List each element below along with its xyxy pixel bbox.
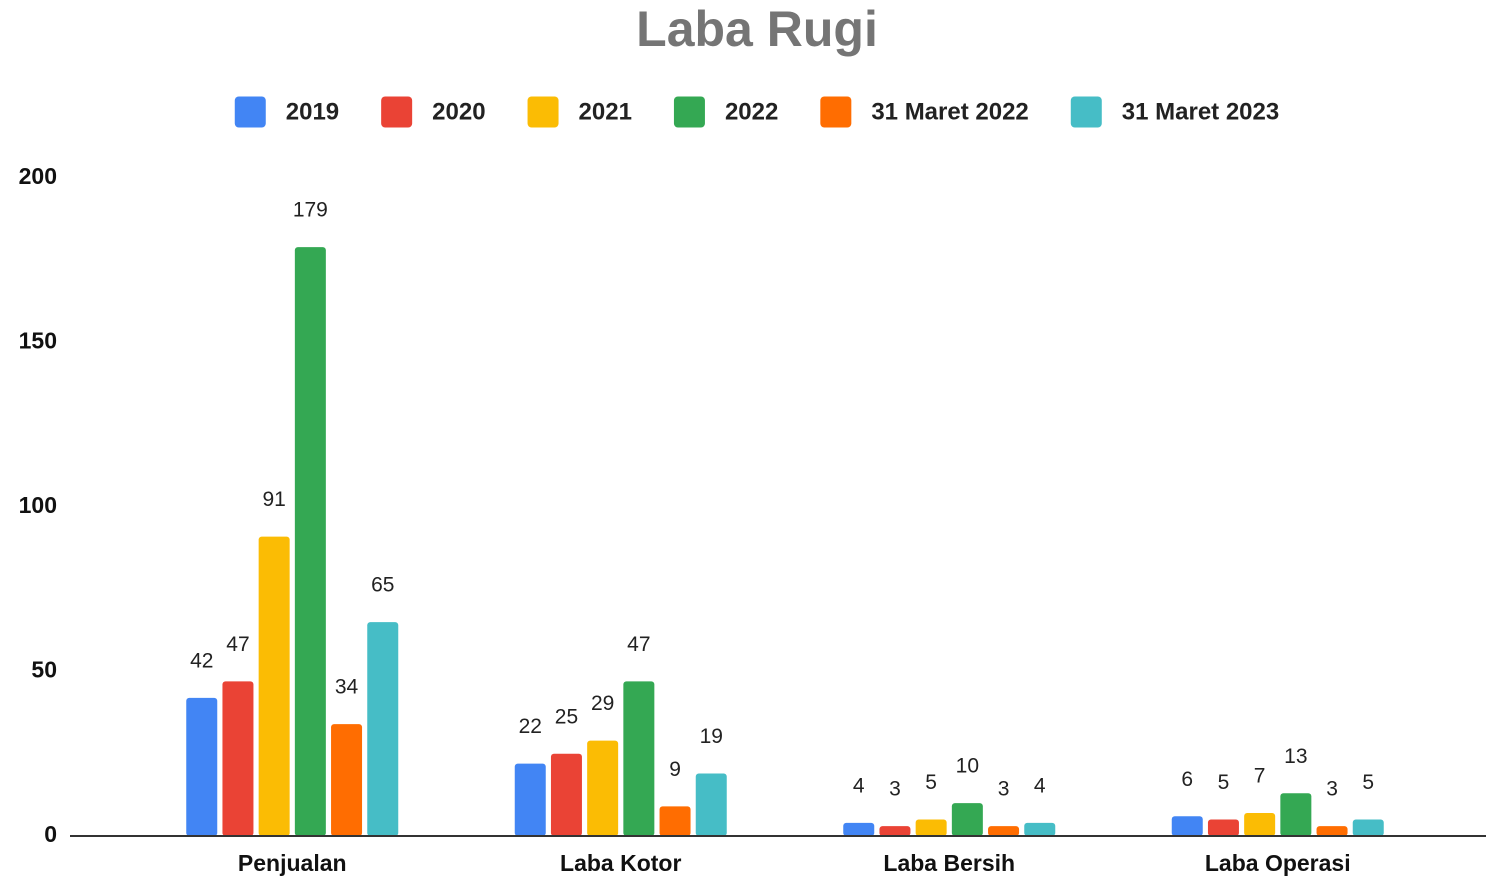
legend-label: 2020 [432, 98, 485, 125]
legend-swatch [1070, 96, 1102, 128]
value-label: 25 [555, 705, 578, 728]
bar [186, 697, 218, 836]
x-tick-label: Laba Operasi [1205, 850, 1351, 876]
value-label: 65 [371, 574, 394, 597]
bar [1244, 812, 1276, 836]
bar [587, 740, 619, 836]
bar [294, 247, 326, 837]
y-tick-label: 50 [31, 657, 57, 683]
bar [367, 622, 399, 836]
legend: 2019 2020 2021 2022 31 Maret 2022 31 Maret 20… [234, 96, 1279, 128]
bar [1316, 826, 1348, 836]
chart-title: Laba Rugi [636, 1, 878, 57]
y-tick-label: 0 [44, 821, 57, 847]
value-label: 91 [262, 488, 285, 511]
value-label: 9 [669, 758, 681, 781]
bar [550, 753, 582, 836]
bar [514, 763, 546, 836]
bar [1280, 793, 1312, 836]
bar [258, 536, 290, 836]
x-tick-label: Laba Bersih [883, 850, 1015, 876]
legend-label: 2021 [579, 98, 632, 125]
legend-swatch [820, 96, 852, 128]
value-label: 22 [519, 715, 542, 738]
value-label: 4 [1034, 774, 1046, 797]
value-label: 19 [700, 725, 723, 748]
value-label: 4 [853, 774, 865, 797]
value-label: 5 [925, 771, 937, 794]
legend-swatch [234, 96, 266, 128]
value-label: 13 [1284, 745, 1307, 768]
legend-label: 2019 [286, 98, 339, 125]
y-tick-label: 100 [19, 492, 57, 518]
y-tick-label: 200 [19, 163, 57, 189]
bar [915, 819, 947, 836]
bar [222, 681, 254, 836]
legend-label: 2022 [725, 98, 778, 125]
legend-label: 31 Maret 2023 [1122, 98, 1279, 125]
legend-swatch [527, 96, 559, 128]
x-tick-label: Laba Kotor [560, 850, 681, 876]
value-label: 7 [1254, 765, 1266, 788]
bar [1207, 819, 1239, 836]
legend-swatch [381, 96, 413, 128]
value-label: 29 [591, 692, 614, 715]
bar [951, 803, 983, 836]
value-label: 3 [1326, 778, 1338, 801]
value-label: 47 [226, 633, 249, 656]
y-tick-label: 150 [19, 328, 57, 354]
bar [988, 826, 1020, 836]
value-label: 10 [956, 755, 979, 778]
value-label: 5 [1218, 771, 1230, 794]
legend-label: 31 Maret 2022 [871, 98, 1028, 125]
value-label: 47 [627, 633, 650, 656]
bar [879, 826, 911, 836]
bar [1352, 819, 1384, 836]
legend-swatch [673, 96, 705, 128]
bar [695, 773, 727, 836]
value-label: 3 [889, 778, 901, 801]
bar [1024, 822, 1056, 836]
value-label: 42 [190, 649, 213, 672]
bar [623, 681, 655, 836]
bar [659, 806, 691, 836]
bar [331, 724, 363, 836]
value-label: 3 [998, 778, 1010, 801]
x-tick-label: Penjualan [238, 850, 347, 876]
value-label: 5 [1362, 771, 1374, 794]
value-label: 6 [1181, 768, 1193, 791]
bar [1171, 816, 1203, 836]
bar [843, 822, 875, 836]
value-label: 34 [335, 676, 359, 699]
value-label: 179 [293, 199, 328, 222]
